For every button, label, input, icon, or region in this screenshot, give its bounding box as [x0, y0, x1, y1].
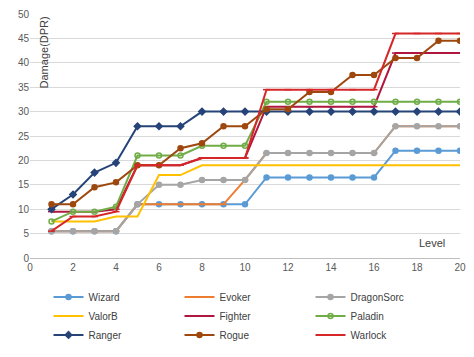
svg-text:20: 20	[18, 155, 30, 166]
svg-text:4: 4	[113, 262, 119, 273]
svg-text:50: 50	[18, 9, 30, 20]
svg-text:10: 10	[239, 262, 251, 273]
svg-text:0: 0	[23, 253, 29, 264]
svg-text:Fighter: Fighter	[220, 311, 252, 322]
svg-text:ValorB: ValorB	[89, 311, 119, 322]
svg-text:Ranger: Ranger	[89, 330, 122, 341]
svg-text:Rogue: Rogue	[220, 330, 250, 341]
svg-text:Paladin: Paladin	[351, 311, 384, 322]
svg-text:DragonSorc: DragonSorc	[351, 292, 404, 303]
svg-text:14: 14	[325, 262, 337, 273]
svg-text:Warlock: Warlock	[351, 330, 388, 341]
svg-text:5: 5	[23, 228, 29, 239]
svg-text:20: 20	[454, 262, 466, 273]
svg-text:18: 18	[411, 262, 423, 273]
svg-text:10: 10	[18, 204, 30, 215]
svg-text:2: 2	[70, 262, 76, 273]
svg-text:0: 0	[27, 262, 33, 273]
svg-text:30: 30	[18, 106, 30, 117]
svg-text:Evoker: Evoker	[220, 292, 252, 303]
svg-text:6: 6	[156, 262, 162, 273]
svg-text:15: 15	[18, 179, 30, 190]
svg-text:35: 35	[18, 82, 30, 93]
svg-text:45: 45	[18, 33, 30, 44]
svg-text:40: 40	[18, 57, 30, 68]
svg-text:25: 25	[18, 131, 30, 142]
svg-text:Level: Level	[419, 237, 445, 249]
svg-text:16: 16	[368, 262, 380, 273]
svg-text:12: 12	[282, 262, 294, 273]
svg-text:8: 8	[199, 262, 205, 273]
svg-text:Damage(DPR): Damage(DPR)	[38, 16, 50, 88]
svg-text:Wizard: Wizard	[89, 292, 120, 303]
